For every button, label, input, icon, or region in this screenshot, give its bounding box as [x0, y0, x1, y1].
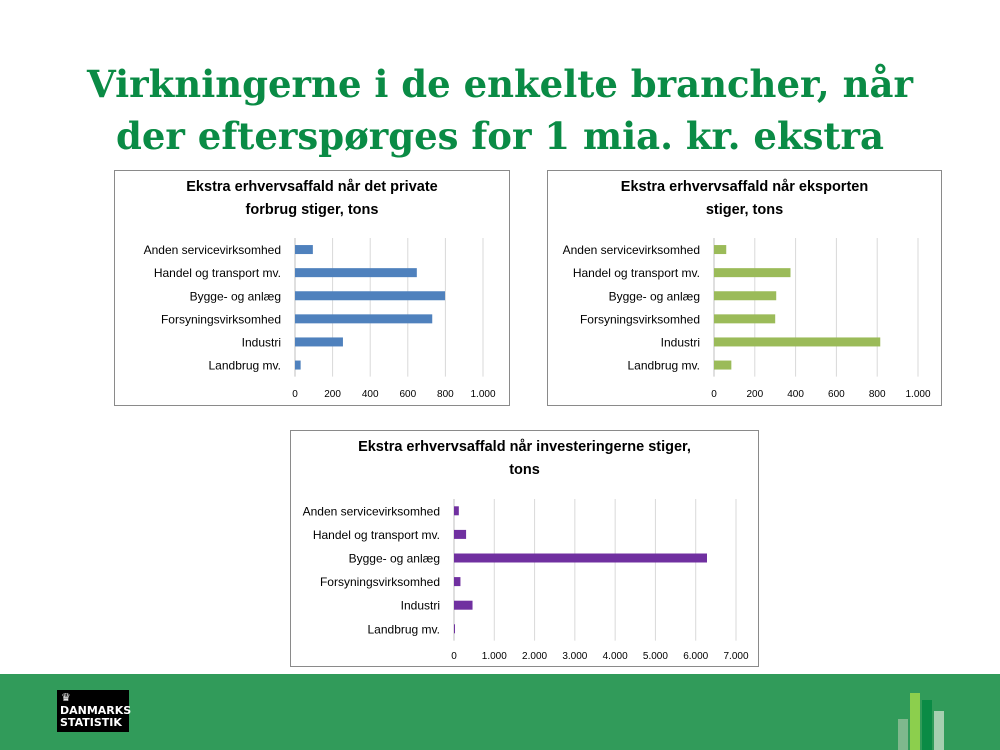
tick-label: 400: [787, 389, 804, 400]
bar: [295, 314, 433, 324]
tick-label: 3.000: [562, 651, 587, 662]
slide-title: Virkningerne i de enkelte brancher, når …: [0, 58, 1000, 162]
tick-label: 0: [292, 389, 298, 400]
tick-label: 600: [399, 389, 416, 400]
bar: [295, 245, 313, 255]
danmarks-statistik-logo: ♛ DANMARKS STATISTIK: [57, 690, 132, 732]
category-label: Industri: [401, 599, 440, 613]
bar: [714, 268, 791, 278]
tick-label: 4.000: [603, 651, 628, 662]
deco-bar-3: [922, 700, 932, 750]
bar: [714, 291, 777, 301]
tick-label: 200: [746, 389, 763, 400]
category-label: Landbrug mv.: [368, 622, 441, 636]
bar: [295, 360, 301, 370]
chart-title-line-1: Ekstra erhvervsaffald når eksporten: [621, 179, 868, 195]
category-label: Landbrug mv.: [628, 359, 701, 373]
category-label: Handel og transport mv.: [573, 266, 700, 280]
bar: [454, 577, 461, 587]
bar: [454, 624, 455, 634]
chart-svg: Ekstra erhvervsaffald når investeringern…: [303, 439, 749, 662]
chart-svg: Ekstra erhvervsaffald når eksporten stige…: [563, 179, 931, 400]
category-label: Anden servicevirksomhed: [563, 243, 700, 257]
deco-bar-4: [934, 711, 944, 750]
category-label: Handel og transport mv.: [313, 528, 440, 542]
deco-bar-2: [910, 693, 920, 750]
bar: [714, 337, 881, 347]
tick-label: 0: [711, 389, 717, 400]
category-label: Landbrug mv.: [209, 359, 282, 373]
category-label: Forsyningsvirksomhed: [161, 312, 281, 326]
tick-label: 6.000: [683, 651, 708, 662]
category-label: Bygge- og anlæg: [609, 289, 700, 303]
footer-band: [0, 674, 1000, 750]
tick-label: 1.000: [470, 389, 495, 400]
chart-exports: Ekstra erhvervsaffald når eksporten stige…: [547, 170, 942, 406]
category-label: Forsyningsvirksomhed: [320, 575, 440, 589]
logo-line-2: STATISTIK: [60, 716, 122, 729]
tick-label: 1.000: [905, 389, 930, 400]
tick-label: 5.000: [643, 651, 668, 662]
tick-label: 1.000: [482, 651, 507, 662]
tick-label: 400: [362, 389, 379, 400]
chart-title-line-2: tons: [509, 462, 540, 478]
chart-title-line-1: Ekstra erhvervsaffald når investeringern…: [358, 439, 691, 455]
chart-title-line-2: stiger, tons: [706, 202, 783, 218]
bar: [454, 506, 459, 516]
tick-label: 2.000: [522, 651, 547, 662]
category-label: Handel og transport mv.: [154, 266, 281, 280]
category-label: Industri: [661, 335, 700, 349]
category-label: Bygge- og anlæg: [190, 289, 281, 303]
logo-line-1: DANMARKS: [60, 704, 132, 717]
tick-label: 7.000: [723, 651, 748, 662]
tick-label: 200: [324, 389, 341, 400]
category-label: Bygge- og anlæg: [349, 552, 440, 566]
tick-label: 800: [869, 389, 886, 400]
chart-investments: Ekstra erhvervsaffald når investeringern…: [290, 430, 759, 667]
slide-title-line-1: Virkningerne i de enkelte brancher, når: [87, 62, 913, 106]
bar: [454, 529, 467, 539]
bar: [295, 291, 446, 301]
slide-title-line-2: der efterspørges for 1 mia. kr. ekstra: [116, 114, 884, 158]
tick-label: 800: [437, 389, 454, 400]
chart-private-consumption: Ekstra erhvervsaffald når det private for…: [114, 170, 510, 406]
bar: [714, 360, 732, 370]
chart-svg: Ekstra erhvervsaffald når det private for…: [144, 179, 496, 400]
bar: [454, 553, 707, 563]
chart-title-line-2: forbrug stiger, tons: [246, 202, 379, 218]
crown-icon: ♛: [61, 691, 71, 704]
tick-label: 600: [828, 389, 845, 400]
category-label: Anden servicevirksomhed: [144, 243, 281, 257]
bar: [295, 268, 417, 278]
category-label: Anden servicevirksomhed: [303, 504, 440, 518]
bar: [454, 600, 473, 610]
deco-bar-1: [898, 719, 908, 750]
category-label: Industri: [242, 335, 281, 349]
chart-title-line-1: Ekstra erhvervsaffald når det private: [186, 179, 437, 195]
bar: [714, 245, 727, 255]
bar: [295, 337, 343, 347]
bar: [714, 314, 776, 324]
category-label: Forsyningsvirksomhed: [580, 312, 700, 326]
tick-label: 0: [451, 651, 457, 662]
